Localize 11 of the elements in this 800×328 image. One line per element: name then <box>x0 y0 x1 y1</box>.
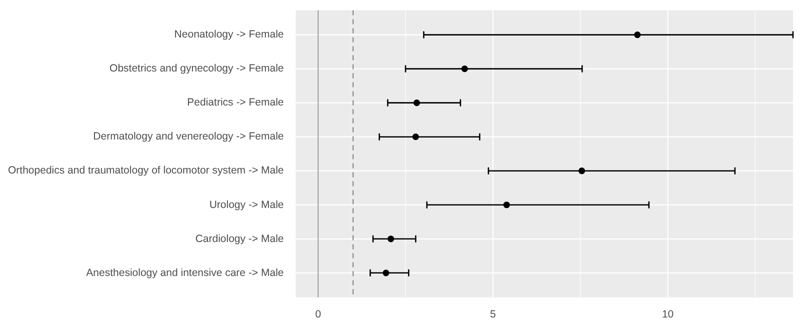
y-tick-label: Pediatrics -> Female <box>187 96 284 109</box>
x-tick-label: 10 <box>662 308 674 321</box>
y-tick-label: Anesthesiology and intensive care -> Male <box>86 266 284 279</box>
y-tick-label: Orthopedics and traumatology of locomotor system -> Male <box>8 164 284 177</box>
x-tick-label: 5 <box>490 308 496 321</box>
x-tick-label: 0 <box>315 308 322 321</box>
y-tick-label: Obstetrics and gynecology -> Female <box>110 62 284 75</box>
y-tick-label: Neonatology -> Female <box>174 28 284 41</box>
y-tick-label: Cardiology -> Male <box>195 232 284 245</box>
y-tick-label: Urology -> Male <box>209 198 284 211</box>
y-tick-label: Dermatology and venereology -> Female <box>93 130 284 143</box>
